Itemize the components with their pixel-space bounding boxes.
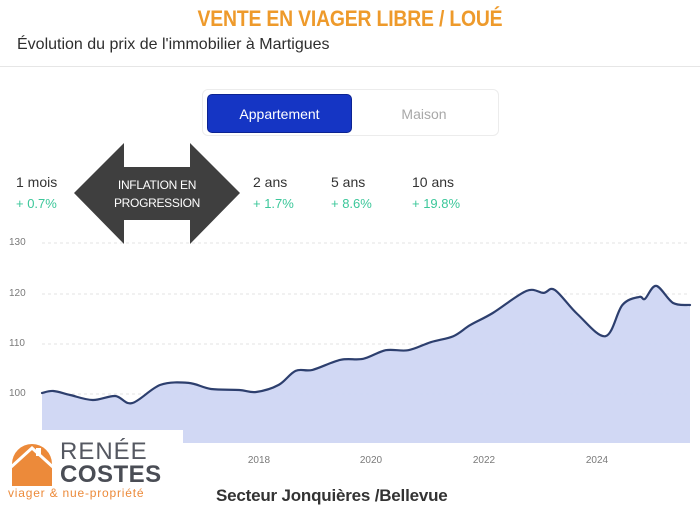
price-line (40, 284, 692, 405)
x-tick-2018: 2018 (247, 455, 271, 466)
y-tick-100: 100 (9, 388, 26, 399)
y-tick-130: 130 (9, 237, 26, 248)
stat-label: 2 ans (253, 174, 288, 190)
toggle-maison[interactable]: Maison (352, 94, 496, 133)
property-type-toggle: Appartement Maison (202, 89, 499, 136)
inflation-annotation: INFLATION EN PROGRESSION (74, 176, 240, 212)
header-divider (0, 66, 700, 67)
stat-value: + 19.8% (412, 196, 461, 211)
stat-5-years: 5 ans + 8.6% (331, 174, 372, 211)
house-logo-icon (8, 444, 56, 486)
stat-value: + 1.7% (253, 196, 294, 211)
logo-tagline: viager & nue-propriété (8, 486, 145, 500)
page-title: VENTE EN VIAGER LIBRE / LOUÉ (197, 6, 503, 31)
toggle-appartement[interactable]: Appartement (207, 94, 352, 133)
stat-2-years: 2 ans + 1.7% (253, 174, 294, 211)
logo-text-renee: RENÉE (60, 438, 148, 465)
stat-label: 5 ans (331, 174, 366, 190)
x-tick-2022: 2022 (472, 455, 496, 466)
x-tick-2020: 2020 (359, 455, 383, 466)
stat-label: 1 mois (16, 174, 58, 190)
stat-label: 10 ans (412, 174, 455, 190)
chart-subtitle: Évolution du prix de l'immobilier à Mart… (17, 36, 330, 53)
sector-caption: Secteur Jonquières /Bellevue (216, 486, 448, 505)
stat-1-month: 1 mois + 0.7% (16, 174, 57, 211)
x-tick-2024: 2024 (585, 455, 609, 466)
logo-text-costes: COSTES (60, 461, 162, 488)
y-tick-110: 110 (9, 338, 25, 349)
renee-costes-logo: RENÉE COSTES viager & nue-propriété (8, 438, 188, 504)
double-arrow-icon (74, 143, 240, 244)
annotation-line-1: INFLATION EN (117, 178, 197, 192)
y-tick-120: 120 (9, 288, 26, 299)
stat-value: + 0.7% (16, 196, 57, 211)
annotation-line-2: PROGRESSION (113, 196, 201, 210)
stat-10-years: 10 ans + 19.8% (412, 174, 460, 211)
area-fill (42, 285, 690, 443)
stat-value: + 8.6% (331, 196, 372, 211)
